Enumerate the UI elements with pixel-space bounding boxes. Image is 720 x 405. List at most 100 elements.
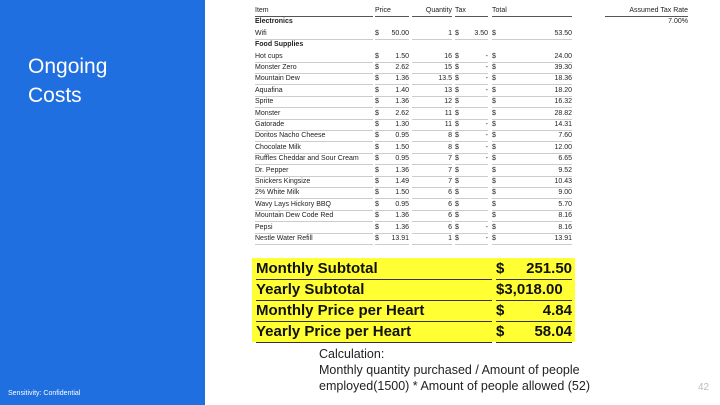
table-cell: $ - xyxy=(455,73,488,86)
table-cell: $ - xyxy=(455,130,488,143)
table-cell: Wifi xyxy=(255,28,373,40)
table-cell: $ 14.31 xyxy=(492,119,572,131)
table-cell: $ - xyxy=(455,51,488,63)
table-cell: $ - xyxy=(455,222,488,234)
table-cell: Pepsi xyxy=(255,222,373,234)
column-header: Item xyxy=(255,5,373,17)
table-cell: Gatorade xyxy=(255,119,373,131)
table-cell: $ 1.36 xyxy=(375,73,409,86)
table-cell: Hot cups xyxy=(255,51,373,63)
table-cell: $ 13.91 xyxy=(492,233,572,245)
summary-label: Monthly Price per Heart xyxy=(256,300,492,322)
table-cell: $ 1.50 xyxy=(375,142,409,154)
table-cell: 13.5 xyxy=(412,73,452,86)
table-cell: $ 8.16 xyxy=(492,222,572,234)
calc-line: employed(1500) * Amount of people allowe… xyxy=(319,379,591,393)
table-cell: Nestle Water Refill xyxy=(255,233,373,245)
table-cell: $ 18.20 xyxy=(492,85,572,97)
table-cell: Doritos Nacho Cheese xyxy=(255,130,373,143)
calc-line: Calculation: xyxy=(319,347,385,361)
table-cell: Mountain Dew xyxy=(255,73,373,86)
table-cell: 11 xyxy=(412,119,452,131)
table-cell: 6 xyxy=(412,222,452,234)
table-cell: 1 xyxy=(412,28,452,40)
table-cell: Mountain Dew Code Red xyxy=(255,210,373,223)
table-cell: $ 53.50 xyxy=(492,28,572,40)
table-cell: 8 xyxy=(412,130,452,143)
table-cell: $ 50.00 xyxy=(375,28,409,40)
table-cell: $ 2.62 xyxy=(375,62,409,74)
table-cell: $ 3.50 xyxy=(455,28,488,40)
section-title: Food Supplies xyxy=(255,41,304,49)
page-number: 42 xyxy=(698,382,710,393)
table-cell: $ - xyxy=(455,233,488,245)
table-cell: $ 12.00 xyxy=(492,142,572,154)
table-cell: Dr. Pepper xyxy=(255,165,373,177)
table-cell: $ 1.50 xyxy=(375,187,409,200)
table-cell: $ xyxy=(455,108,488,120)
calculation: Calculation: Monthly quantity purchased … xyxy=(319,346,590,394)
summary-label: Monthly Subtotal xyxy=(256,258,492,280)
summary-label: Yearly Subtotal xyxy=(256,279,492,301)
table-cell: 1 xyxy=(412,233,452,245)
table-cell: $ 1.36 xyxy=(375,222,409,234)
table-cell: 6 xyxy=(412,199,452,211)
table-cell: $ - xyxy=(455,142,488,154)
table-cell: $ - xyxy=(455,85,488,97)
table-cell: $ 5.70 xyxy=(492,199,572,211)
summary-value: $ 4.84 xyxy=(496,300,572,322)
table-cell: $ - xyxy=(455,153,488,166)
table-cell: $ xyxy=(455,96,488,109)
table-cell: Monster Zero xyxy=(255,62,373,74)
table-cell: $ 1.36 xyxy=(375,96,409,109)
table-cell: $ xyxy=(455,176,488,188)
table-cell: 7 xyxy=(412,165,452,177)
table-cell: Sprite xyxy=(255,96,373,109)
tax-rate: 7.00% xyxy=(668,18,688,26)
table-cell: Monster xyxy=(255,108,373,120)
footer: Sensitivity: Confidential xyxy=(8,390,81,397)
summary-label: Yearly Price per Heart xyxy=(256,321,492,343)
table-cell: $ xyxy=(455,187,488,200)
table-cell: 7 xyxy=(412,176,452,188)
table-cell: Ruffles Cheddar and Sour Cream xyxy=(255,153,373,166)
slide-title: Ongoing Costs xyxy=(28,55,108,107)
table-cell: $ 9.52 xyxy=(492,165,572,177)
table-cell: Wavy Lays Hickory BBQ xyxy=(255,199,373,211)
table-cell: $ 24.00 xyxy=(492,51,572,63)
table-cell: $ 16.32 xyxy=(492,96,572,109)
table-cell: $ 1.50 xyxy=(375,51,409,63)
table-cell: $ 13.91 xyxy=(375,233,409,245)
table-cell: 8 xyxy=(412,142,452,154)
table-cell: $ 10.43 xyxy=(492,176,572,188)
table-cell: 12 xyxy=(412,96,452,109)
table-cell: 15 xyxy=(412,62,452,74)
table-cell: $ 6.65 xyxy=(492,153,572,166)
section-title: Electronics xyxy=(255,18,293,26)
table-cell: $ 0.95 xyxy=(375,199,409,211)
column-header: Total xyxy=(492,5,572,17)
table-cell: $ - xyxy=(455,62,488,74)
table-cell: Snickers Kingsize xyxy=(255,176,373,188)
table-cell: $ 1.30 xyxy=(375,119,409,131)
table-cell: $ 18.36 xyxy=(492,73,572,86)
table-cell: 16 xyxy=(412,51,452,63)
column-header: Quantity xyxy=(412,5,452,17)
side-panel xyxy=(0,0,205,405)
table-cell: $ 0.95 xyxy=(375,130,409,143)
table-cell: $ 9.00 xyxy=(492,187,572,200)
table-cell: $ 2.62 xyxy=(375,108,409,120)
table-cell: Chocolate Milk xyxy=(255,142,373,154)
table-cell: $ 1.40 xyxy=(375,85,409,97)
table-cell: Aquafina xyxy=(255,85,373,97)
summary-value: $ 251.50 xyxy=(496,258,572,280)
table-cell: $ 1.36 xyxy=(375,210,409,223)
table-cell: $ 39.30 xyxy=(492,62,572,74)
table-cell: $ 1.36 xyxy=(375,165,409,177)
table-cell: $ xyxy=(455,165,488,177)
table-cell: 11 xyxy=(412,108,452,120)
table-cell: $ 28.82 xyxy=(492,108,572,120)
table-cell: 2% White Milk xyxy=(255,187,373,200)
calc-line: Monthly quantity purchased / Amount of p… xyxy=(319,363,580,377)
